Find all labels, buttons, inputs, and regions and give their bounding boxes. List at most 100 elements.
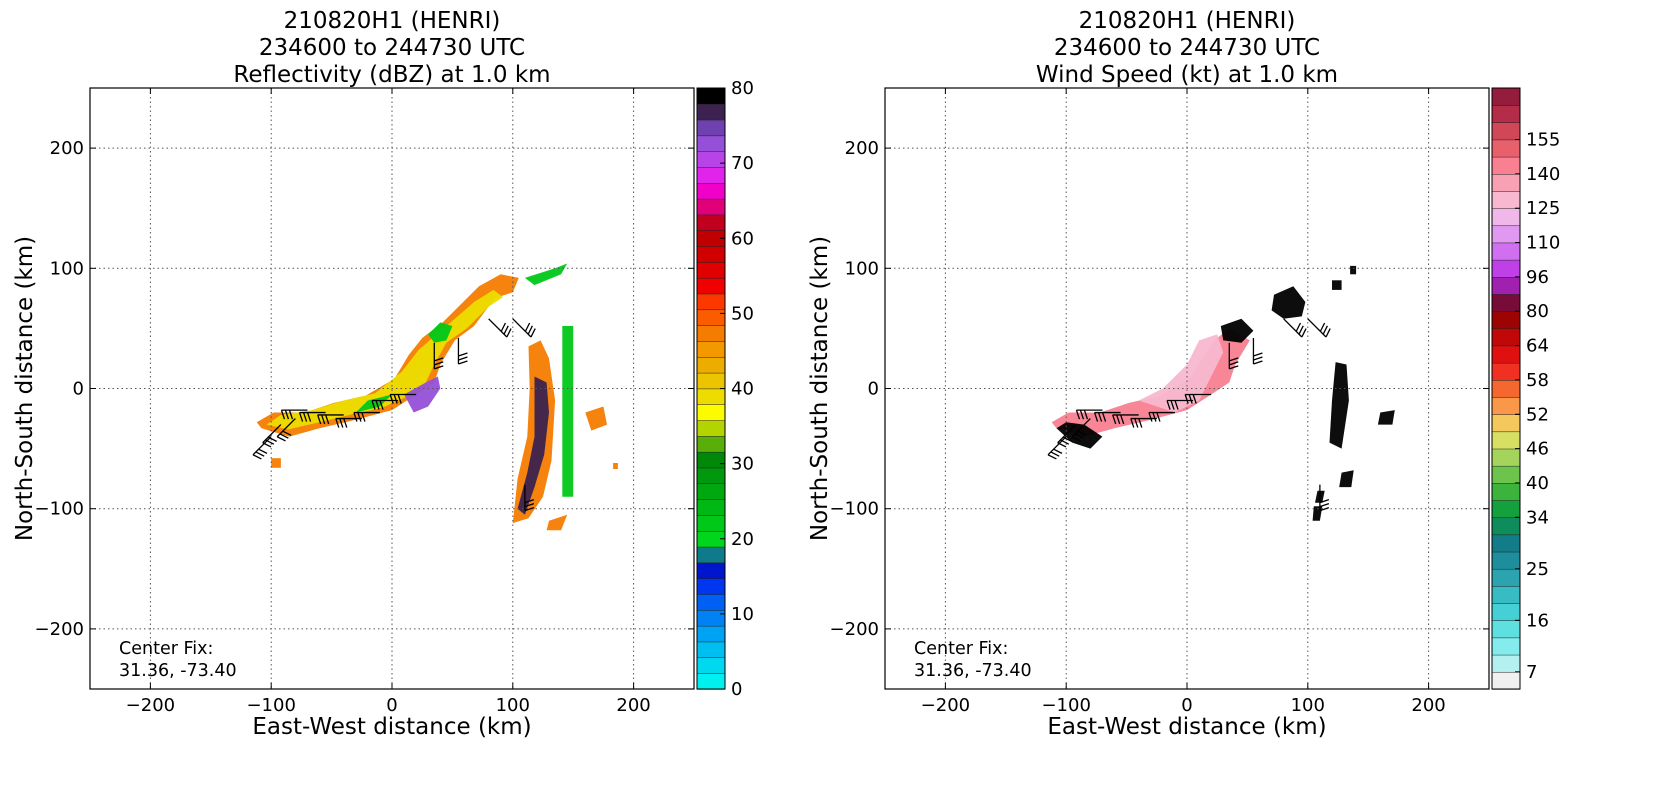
colorbar-tick-label: 0 (731, 679, 742, 700)
colorbar-tick-label: 140 (1526, 164, 1560, 185)
colorbar-tick-label: 20 (731, 529, 754, 550)
wind-barb-feather (298, 412, 304, 422)
wind-barb-feather (1174, 400, 1179, 410)
colorbar-swatch (1491, 259, 1521, 278)
colorbar-swatch (1491, 568, 1521, 587)
wind-barb-feather (375, 400, 380, 410)
colorbar-tick-label: 52 (1526, 404, 1549, 425)
wind-barb-feather (1298, 325, 1304, 335)
data-region-8 (404, 376, 441, 413)
wind-barb-feather (262, 442, 272, 448)
wind-barb-feather (325, 414, 330, 425)
data-region-3 (1220, 318, 1254, 343)
wind-barb-feather (1166, 400, 1171, 410)
wind-barb-13 (512, 318, 536, 338)
colorbar-tick-label: 30 (731, 454, 754, 475)
wind-barb-feather (302, 412, 308, 422)
wind-barb-14 (1319, 484, 1330, 512)
colorbar-swatch (1491, 517, 1521, 536)
wind-barb-8 (1166, 399, 1194, 410)
wind-barb-feather (500, 322, 507, 332)
colorbar-tick-label: 50 (731, 303, 754, 324)
y-tick-label: 200 (845, 138, 879, 159)
wind-barb-9 (1184, 393, 1212, 404)
colorbar-swatch (696, 483, 726, 500)
wind-barb-feather (524, 322, 531, 332)
wind-barb-7 (1148, 411, 1175, 422)
wind-barb-feather (1060, 439, 1070, 445)
colorbar-swatch (696, 435, 726, 453)
colorbar-tick-label: 34 (1526, 507, 1549, 528)
wind-barb-2 (1071, 418, 1091, 442)
wind-barb-feather (258, 448, 268, 454)
colorbar-swatch (1491, 242, 1521, 261)
wind-barb-5 (1112, 414, 1139, 425)
colorbar-swatch (1491, 156, 1521, 175)
wind-barb-feather (397, 394, 402, 404)
wind-barb-feather (1253, 352, 1263, 357)
grid-lines (90, 88, 694, 689)
colorbar-swatch (696, 419, 726, 437)
colorbar-swatch (1491, 431, 1521, 450)
wind-barb-13 (1307, 318, 1331, 338)
y-tick-label: −200 (35, 619, 84, 640)
x-tick-label: −100 (1041, 695, 1090, 716)
colorbar-swatch (696, 641, 726, 659)
colorbar-swatch (696, 293, 726, 311)
wind-barb-feather (503, 325, 509, 335)
wind-barb-feather (267, 436, 277, 442)
wind-barb-5 (317, 414, 344, 425)
wind-barb-4 (1093, 411, 1121, 422)
chart-title-line-3: Wind Speed (kt) at 1.0 km (1036, 62, 1338, 88)
wind-barb-feather (524, 507, 535, 512)
wind-barb-10 (1228, 342, 1239, 370)
x-tick-label: 100 (496, 695, 530, 716)
colorbar-swatch (696, 356, 726, 374)
colorbar-tick-label: 70 (731, 153, 754, 174)
wind-barb-feather (506, 328, 512, 338)
colorbar-swatch (1491, 362, 1521, 381)
wind-barb-feather (1138, 418, 1143, 428)
y-tick-label: 0 (73, 379, 84, 400)
wind-barb-6 (1130, 417, 1157, 428)
wind-barb-feather (1319, 507, 1330, 512)
wind-barb-feather (379, 400, 384, 410)
wind-barb-feather (1074, 433, 1084, 439)
chart-title-line-1: 210820H1 (HENRI) (284, 8, 501, 34)
wind-barb-4 (298, 411, 326, 422)
colorbar-swatch (696, 451, 726, 469)
wind-barb-11 (457, 338, 468, 365)
data-region-10 (546, 514, 568, 531)
wind-barb-feather (252, 454, 262, 460)
wind-barb-feather (1057, 442, 1067, 448)
wind-barb-9 (389, 393, 417, 404)
colorbar-tick-label: 96 (1526, 267, 1549, 288)
colorbar-swatch (696, 340, 726, 358)
colorbar-tick-label: 110 (1526, 233, 1560, 254)
wind-barb-feather (458, 360, 468, 365)
colorbar-swatch (1491, 671, 1521, 690)
colorbar-swatch (1491, 190, 1521, 209)
wind-barb-feather (1170, 400, 1175, 410)
colorbar-swatch (1491, 396, 1521, 415)
wind-barb-feather (321, 414, 326, 425)
colorbar-swatch (696, 182, 726, 200)
colorbar-swatch (696, 625, 726, 643)
wind-barb-feather (1319, 499, 1330, 504)
x-tick-label: −200 (921, 695, 970, 716)
wind-barb-feather (265, 439, 275, 445)
data-region-4 (1271, 286, 1306, 319)
center-fix-label: Center Fix: (119, 639, 213, 659)
wind-barb-feather (317, 414, 322, 425)
data-region-11 (271, 458, 281, 468)
wind-barb-feather (1130, 418, 1135, 428)
wind-barb-12 (488, 318, 512, 338)
x-axis-label: East-West distance (km) (252, 714, 531, 740)
wind-barb-feather (1156, 412, 1161, 422)
wind-barb-feather (1301, 328, 1307, 338)
y-tick-label: 200 (50, 138, 84, 159)
data-region-1 (1056, 422, 1103, 449)
wind-barb-feather (371, 400, 376, 410)
y-tick-label: 100 (50, 258, 84, 279)
colorbar-swatch (696, 87, 726, 105)
